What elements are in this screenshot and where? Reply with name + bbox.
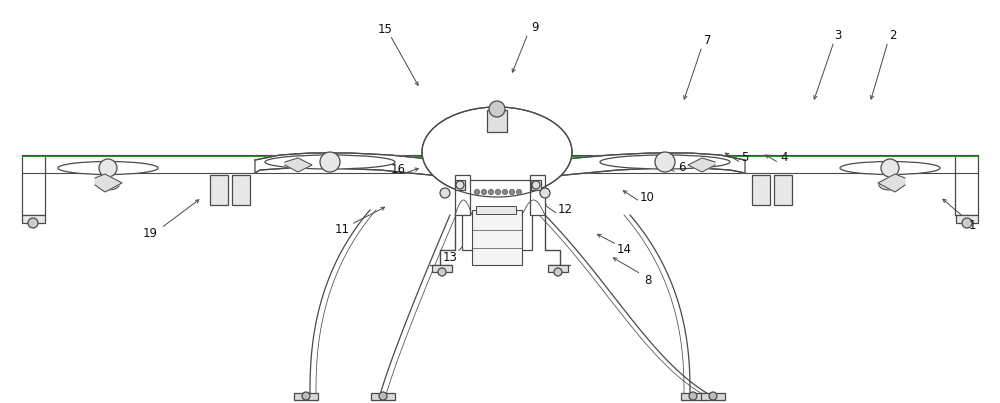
Bar [752, 175, 770, 205]
Bar [371, 393, 395, 400]
Bar [294, 393, 318, 400]
Circle shape [320, 152, 340, 172]
Text: 10: 10 [640, 191, 654, 204]
Text: 14: 14 [616, 243, 632, 256]
Ellipse shape [422, 107, 572, 197]
Text: 3: 3 [834, 29, 842, 42]
Text: 12: 12 [558, 203, 572, 216]
Bar [232, 175, 250, 205]
Polygon shape [688, 158, 715, 172]
Bar [956, 215, 978, 223]
Circle shape [302, 392, 310, 400]
Circle shape [540, 188, 550, 198]
Ellipse shape [265, 155, 395, 169]
Text: 2: 2 [889, 29, 897, 42]
Ellipse shape [97, 180, 119, 190]
Circle shape [962, 218, 972, 228]
Text: 6: 6 [678, 161, 686, 174]
Bar [455, 175, 470, 215]
Bar [210, 175, 228, 205]
Text: 8: 8 [644, 274, 652, 287]
Circle shape [689, 392, 697, 400]
Polygon shape [878, 174, 905, 192]
Bar [681, 393, 705, 400]
Circle shape [516, 189, 522, 195]
Circle shape [456, 181, 464, 189]
Circle shape [379, 392, 387, 400]
Circle shape [554, 268, 562, 276]
Circle shape [440, 188, 450, 198]
Polygon shape [285, 158, 312, 172]
Text: 13: 13 [443, 251, 457, 264]
Circle shape [503, 189, 508, 195]
Circle shape [510, 189, 514, 195]
Polygon shape [95, 174, 122, 192]
Bar [774, 175, 792, 205]
Bar [530, 175, 545, 215]
Ellipse shape [840, 162, 940, 174]
Bar [455, 180, 465, 190]
Circle shape [28, 218, 38, 228]
Text: 7: 7 [704, 34, 712, 47]
Text: 19: 19 [143, 227, 158, 240]
Circle shape [655, 152, 675, 172]
Bar [531, 180, 541, 190]
Circle shape [489, 101, 505, 117]
Bar [22, 215, 45, 223]
Polygon shape [532, 153, 745, 180]
Circle shape [488, 189, 494, 195]
Ellipse shape [58, 162, 158, 174]
Polygon shape [255, 153, 462, 180]
Bar [472, 210, 522, 265]
Bar [462, 180, 532, 250]
Text: 1: 1 [968, 219, 976, 232]
Text: 9: 9 [531, 21, 539, 34]
Circle shape [532, 181, 540, 189]
Ellipse shape [600, 155, 730, 169]
Circle shape [99, 159, 117, 177]
Ellipse shape [879, 180, 901, 190]
Text: 11: 11 [334, 223, 350, 236]
Bar [548, 265, 568, 272]
Circle shape [438, 268, 446, 276]
Bar [432, 265, 452, 272]
Bar [487, 110, 507, 132]
Circle shape [496, 189, 501, 195]
Text: 4: 4 [780, 151, 788, 164]
Circle shape [881, 159, 899, 177]
Bar [701, 393, 725, 400]
Circle shape [475, 189, 480, 195]
Text: 16: 16 [390, 163, 406, 176]
Bar [476, 206, 516, 214]
Text: 5: 5 [741, 151, 749, 164]
Circle shape [482, 189, 486, 195]
Text: 15: 15 [378, 23, 392, 35]
Circle shape [709, 392, 717, 400]
